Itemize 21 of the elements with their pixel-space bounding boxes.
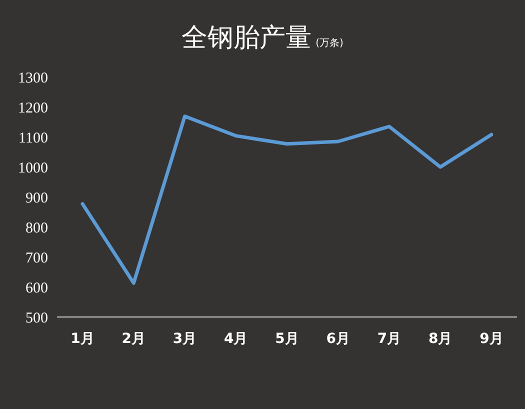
x-tick-label: 2月: [122, 331, 146, 347]
x-tick-label: 5月: [275, 331, 299, 347]
y-tick-label: 1000: [18, 160, 48, 176]
y-tick-label: 900: [26, 190, 48, 206]
x-tick-label: 7月: [377, 331, 402, 347]
x-tick-label: 3月: [172, 331, 197, 347]
y-tick-label: 1300: [18, 70, 48, 86]
y-tick-label: 800: [26, 220, 48, 236]
line-series: [80, 114, 494, 285]
chart-title: 全钢胎产量: [182, 23, 312, 53]
x-tick-label: 6月: [326, 331, 350, 347]
y-tick-label: 1100: [18, 130, 48, 146]
chart-subtitle: (万条): [316, 37, 344, 49]
y-tick-label: 600: [26, 280, 48, 296]
x-tick-label: 1月: [70, 331, 94, 347]
x-tick-label: 4月: [224, 331, 248, 347]
x-tick-label: 8月: [428, 331, 452, 347]
y-tick-label: 1200: [18, 100, 48, 116]
x-tick-label: 9月: [480, 331, 504, 347]
y-tick-label: 500: [26, 310, 48, 326]
y-tick-label: 700: [26, 250, 48, 266]
